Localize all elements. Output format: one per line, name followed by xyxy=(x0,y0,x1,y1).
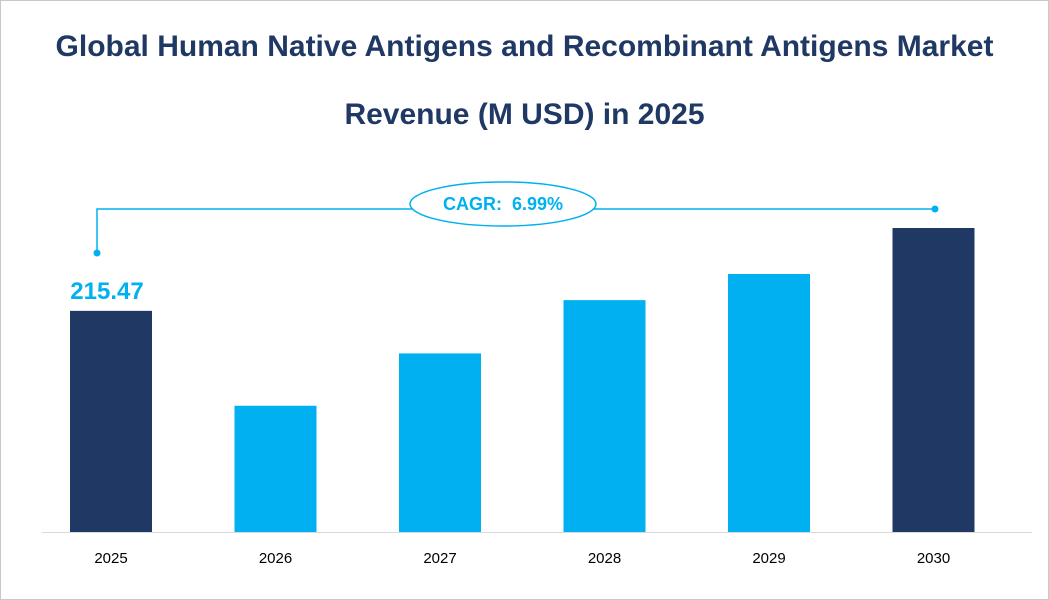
x-tick-label-2028: 2028 xyxy=(588,550,621,567)
bars-group xyxy=(70,228,975,532)
chart-title-line-2: Revenue (M USD) in 2025 xyxy=(344,98,705,131)
data-label-2025: 215.47 xyxy=(70,278,143,305)
x-tick-labels: 2025 2026 2027 2028 2029 2030 xyxy=(94,550,950,567)
bar-2030 xyxy=(892,228,975,532)
chart-title-line-1: Global Human Native Antigens and Recombi… xyxy=(55,30,994,63)
bar-2028 xyxy=(563,300,646,532)
bar-2029 xyxy=(728,273,810,532)
cagr-dot-left xyxy=(93,249,101,257)
x-tick-label-2026: 2026 xyxy=(259,550,292,567)
cagr-dot-right xyxy=(931,205,939,213)
x-tick-label-2027: 2027 xyxy=(423,550,456,567)
x-tick-label-2025: 2025 xyxy=(94,550,127,567)
cagr-ellipse xyxy=(409,181,597,227)
bar-2026 xyxy=(234,405,317,532)
bar-2027 xyxy=(399,353,481,532)
x-tick-label-2030: 2030 xyxy=(917,550,950,567)
x-tick-label-2029: 2029 xyxy=(752,550,785,567)
cagr-bracket-line xyxy=(96,208,935,253)
bar-2025 xyxy=(70,310,152,532)
cagr-label: CAGR: 6.99% xyxy=(443,194,563,214)
